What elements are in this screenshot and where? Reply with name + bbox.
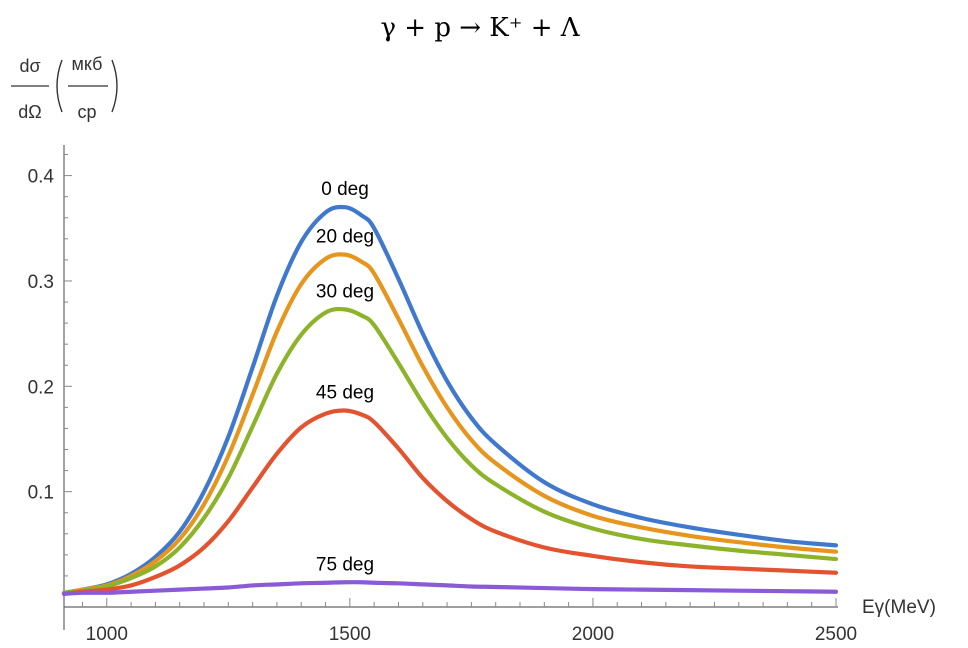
series-label: 45 deg — [316, 383, 374, 404]
y-label-denominator: dΩ — [18, 102, 41, 122]
y-tick-label: 0.2 — [28, 377, 54, 398]
y-tick-label: 0.3 — [28, 272, 54, 293]
y-unit-open-paren — [56, 59, 63, 113]
series-line-30-deg — [61, 306, 839, 595]
x-tick-label: 2000 — [572, 624, 614, 645]
ticks — [64, 154, 837, 607]
tick-labels: 0.1 0.2 0.3 0.4 1000 1500 2000 2500 — [28, 167, 858, 645]
x-tick-label: 1000 — [86, 624, 128, 645]
x-axis-label: Eγ(MeV) — [862, 597, 936, 618]
y-tick-label: 0.4 — [28, 167, 55, 188]
x-tick-label: 2500 — [815, 624, 857, 645]
y-unit-close-paren — [111, 59, 118, 113]
series-label: 75 deg — [316, 554, 374, 575]
series-group — [61, 204, 839, 596]
series-line-0-deg — [61, 204, 839, 595]
y-tick-label: 0.1 — [28, 483, 54, 504]
series-line-75-deg — [61, 580, 839, 596]
y-unit-denominator: ср — [77, 102, 96, 122]
x-tick-label: 1500 — [329, 624, 371, 645]
series-label: 30 deg — [316, 281, 374, 302]
series-label: 0 deg — [321, 179, 369, 200]
y-label-numerator: dσ — [19, 56, 40, 76]
series-labels: 0 deg 20 deg 30 deg 45 deg 75 deg — [316, 179, 374, 575]
series-label: 20 deg — [316, 227, 374, 248]
series-line-45-deg — [61, 408, 839, 596]
y-unit-numerator: мкб — [72, 54, 103, 74]
series-line-20-deg — [61, 252, 839, 595]
chart-title: γ + p → K⁺ + Λ — [380, 13, 580, 43]
y-axis-label: dσ dΩ мкб ср — [11, 54, 118, 122]
